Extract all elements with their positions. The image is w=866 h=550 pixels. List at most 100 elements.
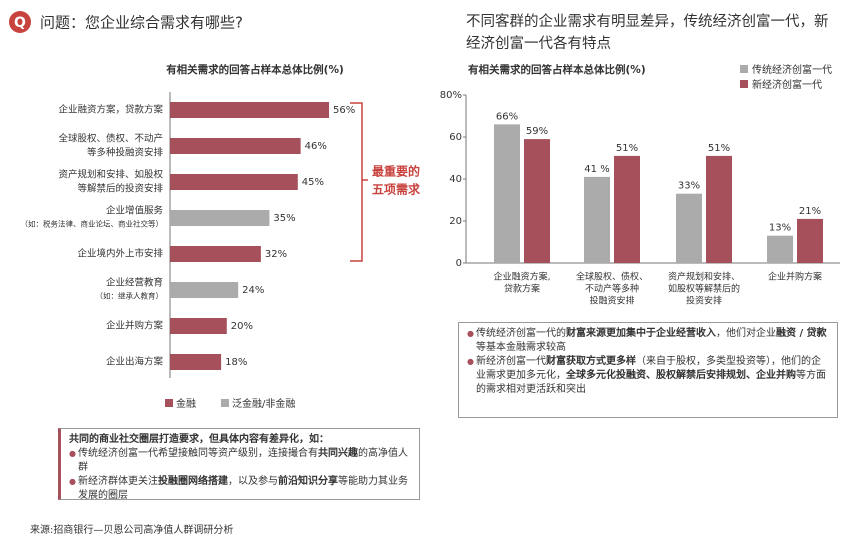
y-tick-label: 20 [449,216,462,227]
bar [706,155,732,263]
q-icon-letter: Q [14,15,26,31]
value-label: 46% [305,141,327,152]
category-note: （如：继承人教育） [96,291,164,301]
bar [170,174,298,190]
bullet-text: 财富来源更加集中于企业经营收入 [566,328,716,339]
value-label: 24% [242,285,264,296]
category-label: 企业并购方案 [106,320,164,332]
value-label: 13% [769,223,791,234]
bar [170,354,222,370]
x-tick-label: 投融资安排 [589,295,634,307]
bullet-text: 全球多元化投融资、股权解禁后安排规划、企业并购 [566,370,796,381]
bar [170,246,261,262]
y-tick-label: 0 [456,258,462,269]
bullet-text: ，他们对企业 [716,328,776,339]
bullet-text: 传统经济创富一代希望接触同等资产级别，连接撮合有 [78,448,318,459]
x-tick-label: 资产规划和安排、 [668,271,740,283]
bar [797,218,823,263]
q-icon [9,11,31,33]
bullet-text: 投融圈网络搭建 [158,476,228,487]
bullet-text: 共同兴趣 [318,448,358,459]
bar [614,155,640,263]
bullet-text: 等基本金融需求较高 [476,342,566,353]
bullet-text: 前沿知识分享 [278,476,338,487]
category-label: 等多种投融资安排 [87,147,164,159]
bullet-text: 新经济创富一代 [476,356,546,367]
value-label: 32% [265,249,287,260]
bullet-text: 传统经济创富一代的 [476,328,566,339]
bullet-text: 等方面的需求相对更活跃和突出 [476,370,826,395]
bar [524,139,550,263]
bullet: 新经济群体更关注投融圈网络搭建，以及参与前沿知识分享等能助力其业务发展的圈层 [69,475,411,503]
legend-swatch [221,399,229,407]
bar [767,235,793,263]
category-note: （如：税务法律、商业论坛、商业社交等） [21,219,164,229]
legend-label: 金融 [176,397,196,410]
bar [170,102,330,118]
category-label: 等解禁后的投资安排 [77,183,163,195]
value-label: 51% [616,143,638,154]
category-label: 企业境内外上市安排 [77,248,163,260]
category-label: 资产规划和安排、如股权 [58,169,163,181]
category-label: 企业出海方案 [106,356,164,368]
y-tick-label: 40 [449,174,462,185]
legend-swatch [740,80,748,88]
value-label: 20% [231,321,253,332]
x-tick-label: 企业融资方案, [494,271,551,283]
value-label: 18% [225,357,247,368]
value-label: 21% [799,206,821,217]
x-tick-label: 投资安排 [686,295,722,307]
y-tick-label: 80% [440,90,462,101]
bar [170,318,227,334]
chart-title: 有相关需求的回答占样本总体比例(%) [166,63,344,76]
y-tick-label: 60 [449,132,462,143]
bullet-text: 新经济群体更关注 [78,476,158,487]
bullet-text: 的高净值人群 [78,448,408,473]
bullet-text: 融资 / 贷款 [776,328,827,339]
legend-swatch [740,65,748,73]
category-label: 企业增值服务 [106,205,164,217]
right-title: 不同客群的企业需求有明显差异，传统经济创富一代，新 [466,12,829,30]
value-label: 59% [526,126,548,137]
note-heading: 共同的商业社交圈层打造要求，但具体内容有差异化，如： [69,434,329,445]
value-label: 33% [678,181,700,192]
annotation: 五项需求 [372,182,421,197]
x-tick-label: 全球股权、债权、 [576,271,648,283]
bullet: 传统经济创富一代的财富来源更加集中于企业经营收入，他们对企业融资 / 贷款等基本… [467,327,829,355]
bullet: 新经济创富一代财富获取方式更多样（来自于股权，多类型投资等），他们的企业需求更加… [467,355,829,397]
category-label: 企业经营教育 [106,277,163,289]
bullet-text: 财富获取方式更多样 [546,356,636,367]
bar [584,176,610,263]
legend-label: 新经济创富一代 [752,78,822,91]
left-title: 问题：您企业综合需求有哪些? [40,14,243,32]
value-label: 51% [708,143,730,154]
bar [170,210,270,226]
value-label: 66% [496,111,518,122]
legend-label: 传统经济创富一代 [752,63,832,76]
left-note-box: 共同的商业社交圈层打造要求，但具体内容有差异化，如： 传统经济创富一代希望接触同等… [58,428,420,503]
value-label: 35% [273,213,295,224]
bullet-text: （来自于股权，多类型投资等），他们的企业需求更加多元化， [476,356,821,381]
value-label: 41 % [584,164,609,175]
bar [676,193,702,263]
x-tick-label: 不动产等多种 [585,283,639,295]
x-tick-label: 贷款方案 [504,283,540,295]
legend-swatch [165,399,173,407]
legend-label: 泛金融/非金融 [232,397,295,410]
right-note-box: 传统经济创富一代的财富来源更加集中于企业经营收入，他们对企业融资 / 贷款等基本… [458,322,838,418]
x-tick-label: 企业并购方案 [768,271,822,283]
value-label: 56% [333,105,355,116]
bar [170,138,301,154]
bar [170,282,239,298]
bullet: 传统经济创富一代希望接触同等资产级别，连接撮合有共同兴趣的高净值人群 [69,447,411,475]
value-label: 45% [302,177,324,188]
category-label: 企业融资方案，贷款方案 [58,104,163,116]
source: 来源:招商银行—贝恩公司高净值人群调研分析 [30,523,233,536]
bullet-text: 等能助力其业务发展的圈层 [78,476,408,501]
bar [494,124,520,264]
category-label: 全球股权、债权、不动产 [58,133,163,145]
annotation: 最重要的 [372,164,420,179]
x-tick-label: 如股权等解禁后的 [668,283,740,295]
